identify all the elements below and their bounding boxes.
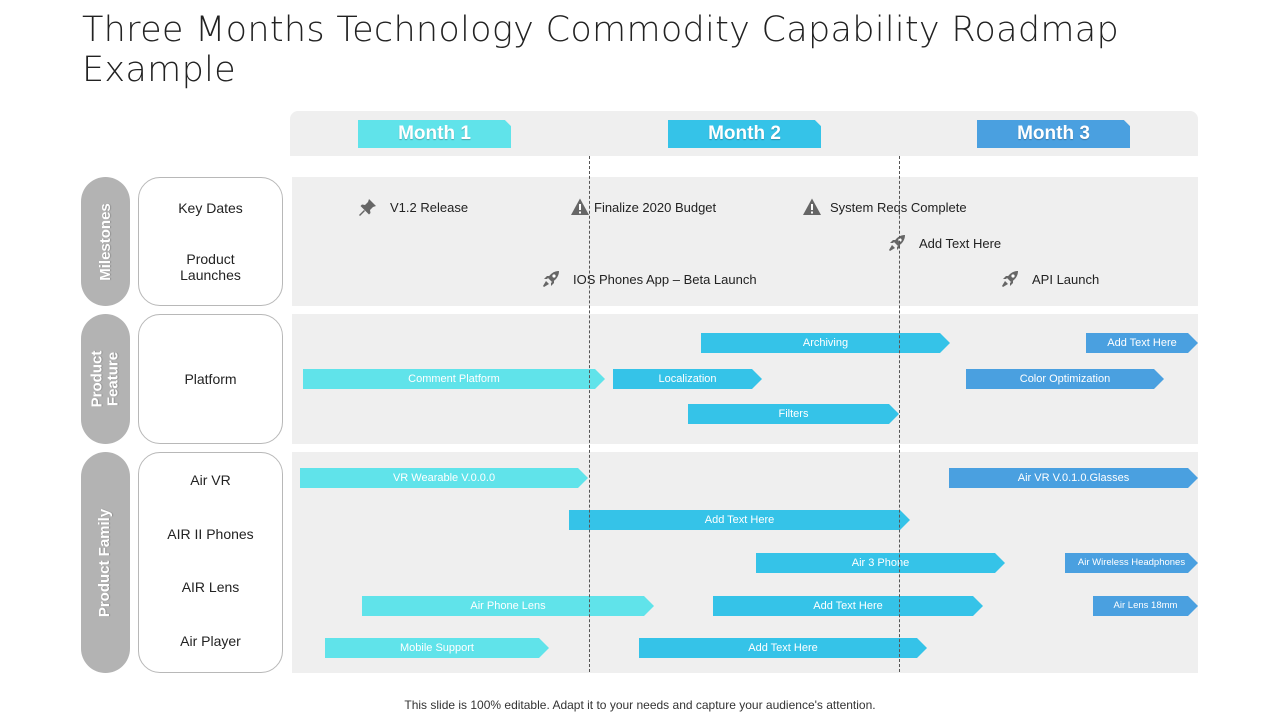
row-label-air-lens: AIR Lens bbox=[181, 579, 240, 595]
milestone-add-text: Add Text Here bbox=[887, 233, 1001, 253]
warning-icon bbox=[802, 197, 822, 217]
milestone-ios-app-launch: IOS Phones App – Beta Launch bbox=[541, 269, 757, 289]
row-label-product-launches: Product Launches bbox=[180, 251, 241, 283]
bar-color-optimization: Color Optimization bbox=[966, 369, 1164, 389]
milestone-system-reqs: System Reqs Complete bbox=[802, 197, 967, 217]
milestone-v12-release: V1.2 Release bbox=[358, 197, 468, 217]
rocket-icon bbox=[541, 269, 561, 289]
milestone-label: Finalize 2020 Budget bbox=[594, 199, 717, 215]
rocket-icon bbox=[1000, 269, 1020, 289]
row-label-platform: Platform bbox=[184, 371, 237, 387]
bar-air-wireless-headphones: Air Wireless Headphones bbox=[1065, 553, 1198, 573]
bar-air-vr-glasses: Air VR V.0.1.0.Glasses bbox=[949, 468, 1198, 488]
milestone-label: V1.2 Release bbox=[390, 199, 469, 215]
label-box-product-family bbox=[138, 452, 283, 673]
bar-filters: Filters bbox=[688, 404, 899, 424]
month-3-tab: Month 3 bbox=[977, 120, 1130, 148]
bar-localization: Localization bbox=[613, 369, 762, 389]
row-label-air-ii-phones: AIR II Phones bbox=[167, 526, 254, 542]
month-2-tab: Month 2 bbox=[668, 120, 821, 148]
group-label: Product Feature bbox=[88, 350, 122, 408]
warning-icon bbox=[570, 197, 590, 217]
bar-air-phone-lens: Air Phone Lens bbox=[362, 596, 654, 616]
milestone-label: API Launch bbox=[1032, 271, 1100, 287]
milestone-finalize-budget: Finalize 2020 Budget bbox=[570, 197, 716, 217]
label-box-product-feature bbox=[138, 314, 283, 444]
bar-mobile-support: Mobile Support bbox=[325, 638, 549, 658]
group-pill-product-family: Product Family bbox=[81, 452, 130, 673]
bar-add-text-platform: Add Text Here bbox=[1086, 333, 1198, 353]
month-divider-2 bbox=[899, 156, 900, 672]
group-pill-milestones: Milestones bbox=[81, 177, 130, 306]
bar-add-text-lens: Add Text Here bbox=[713, 596, 983, 616]
row-label-key-dates: Key Dates bbox=[178, 200, 243, 216]
rocket-icon bbox=[887, 233, 907, 253]
product-family-band bbox=[292, 452, 1198, 673]
footer-note: This slide is 100% editable. Adapt it to… bbox=[404, 698, 876, 712]
label-box-milestones bbox=[138, 177, 283, 306]
bar-air-3-phone: Air 3 Phone bbox=[756, 553, 1005, 573]
milestone-label: Add Text Here bbox=[919, 235, 1002, 251]
month-1-tab: Month 1 bbox=[358, 120, 511, 148]
bar-air-lens-18mm: Air Lens 18mm bbox=[1093, 596, 1198, 616]
slide-title: Three Months Technology Commodity Capabi… bbox=[82, 10, 1120, 90]
bar-comment-platform: Comment Platform bbox=[303, 369, 605, 389]
bar-archiving: Archiving bbox=[701, 333, 950, 353]
milestone-label: System Reqs Complete bbox=[830, 199, 967, 215]
bar-add-text-player: Add Text Here bbox=[639, 638, 927, 658]
milestone-api-launch: API Launch bbox=[1000, 269, 1099, 289]
row-label-air-player: Air Player bbox=[180, 633, 241, 649]
group-label: Milestones bbox=[96, 202, 114, 281]
month-divider-1 bbox=[589, 156, 590, 672]
milestones-band bbox=[292, 177, 1198, 306]
pin-icon bbox=[358, 197, 378, 217]
row-label-air-vr: Air VR bbox=[190, 472, 231, 488]
milestone-label: IOS Phones App – Beta Launch bbox=[573, 271, 757, 287]
bar-vr-wearable: VR Wearable V.0.0.0 bbox=[300, 468, 588, 488]
group-pill-product-feature: Product Feature bbox=[81, 314, 130, 444]
bar-add-text-phones: Add Text Here bbox=[569, 510, 910, 530]
group-label: Product Family bbox=[96, 508, 114, 617]
